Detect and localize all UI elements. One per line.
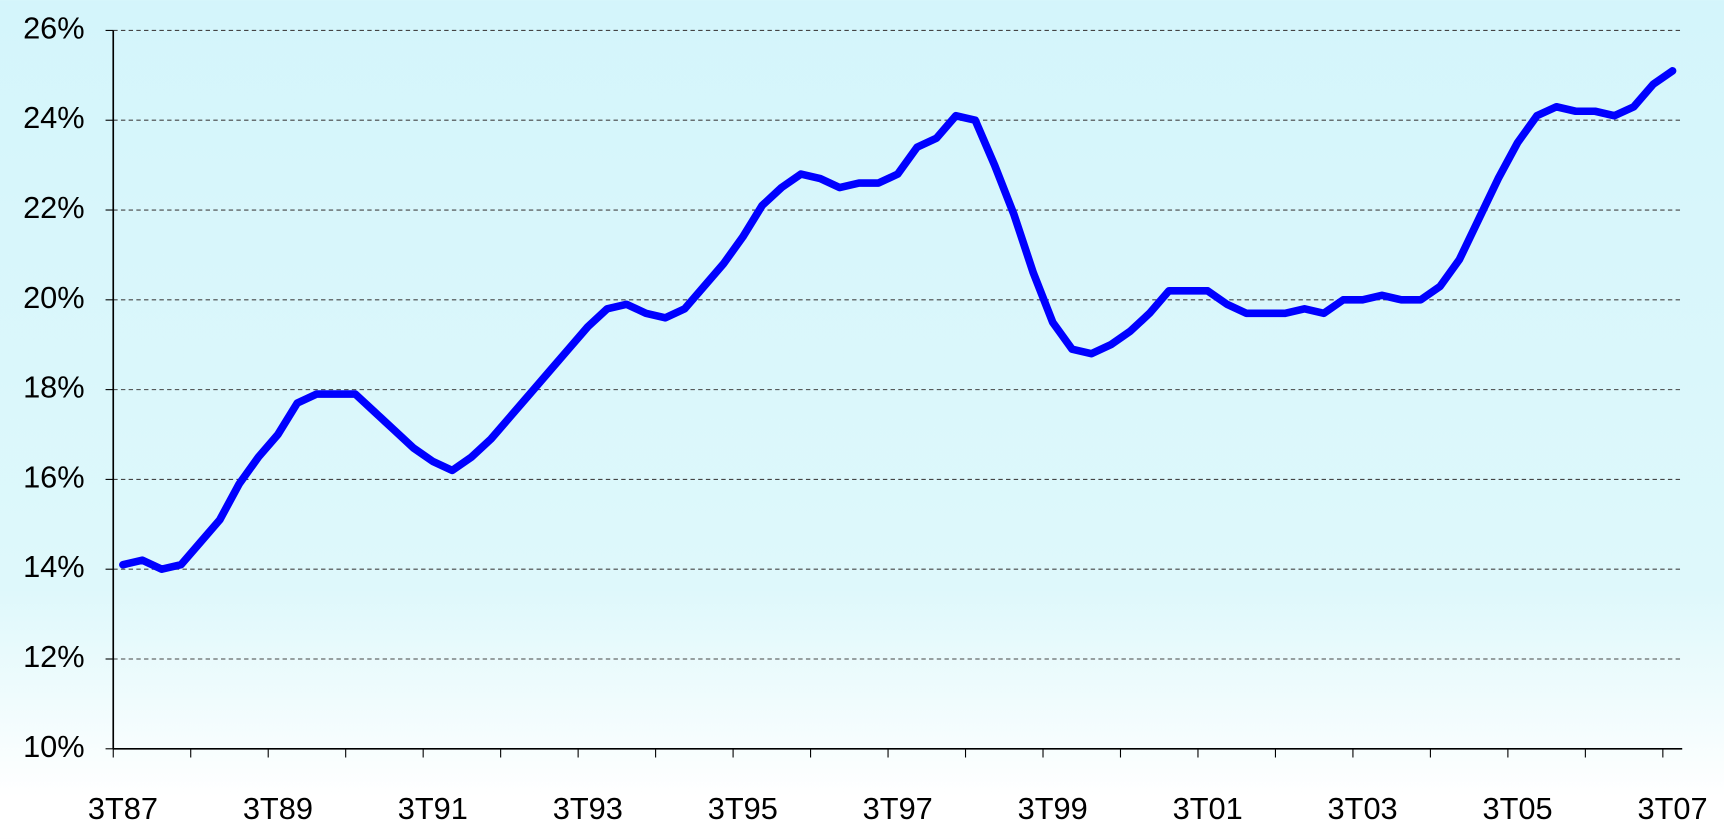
- x-tick-label: 3T01: [1173, 792, 1243, 826]
- y-tick-label: 10%: [23, 730, 85, 764]
- x-tick-label: 3T89: [243, 792, 313, 826]
- y-tick-label: 22%: [23, 191, 85, 225]
- y-tick-label: 14%: [23, 550, 85, 584]
- x-tick-label: 3T97: [863, 792, 933, 826]
- y-tick-label: 16%: [23, 461, 85, 495]
- x-tick-label: 3T99: [1018, 792, 1088, 826]
- x-tick-label: 3T03: [1328, 792, 1398, 826]
- y-tick-label: 20%: [23, 281, 85, 315]
- x-tick-label: 3T93: [553, 792, 623, 826]
- x-tick-label: 3T95: [708, 792, 778, 826]
- x-tick-label: 3T07: [1637, 792, 1707, 826]
- x-tick-label: 3T87: [88, 792, 158, 826]
- data-line: [119, 67, 1677, 574]
- y-tick-label: 24%: [23, 101, 85, 135]
- x-tick-label: 3T05: [1483, 792, 1553, 826]
- y-tick-label: 26%: [23, 12, 85, 46]
- y-tick-label: 18%: [23, 371, 85, 405]
- y-tick-label: 12%: [23, 640, 85, 674]
- x-tick-label: 3T91: [398, 792, 468, 826]
